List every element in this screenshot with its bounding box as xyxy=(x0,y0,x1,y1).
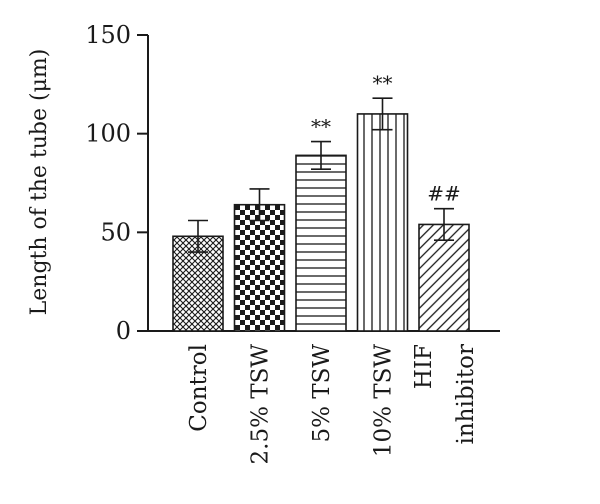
y-axis-title: Length of the tube (μm) xyxy=(27,49,52,316)
x-category-label: 10% TSW xyxy=(371,344,397,458)
y-tick-label: 0 xyxy=(116,317,131,345)
x-category-label: 5% TSW xyxy=(309,344,335,443)
bars: ** ** ## xyxy=(172,71,470,332)
x-category-label: inhibitor xyxy=(453,344,479,445)
y-tick-label: 150 xyxy=(85,21,131,49)
error-bar xyxy=(311,140,331,170)
significance-marker: ** xyxy=(311,115,331,139)
x-category-label: HIF xyxy=(411,344,437,389)
x-category-label: 2.5% TSW xyxy=(248,344,274,465)
bar xyxy=(233,203,286,332)
error-bar xyxy=(434,207,454,242)
x-axis-labels: Control 2.5% TSW 5% TSW 10% TSW HIF inhibitor xyxy=(186,344,479,465)
bar xyxy=(356,113,409,332)
x-category-label: Control xyxy=(186,344,212,432)
significance-marker: ## xyxy=(427,182,461,206)
error-bar xyxy=(188,219,208,253)
y-tick-label: 100 xyxy=(85,120,131,148)
y-tick-label: 50 xyxy=(100,218,131,246)
y-axis-ticks: 0 50 100 150 xyxy=(85,21,148,345)
bar xyxy=(295,154,347,332)
error-bar xyxy=(249,188,270,222)
significance-marker: ** xyxy=(373,71,393,95)
error-bar xyxy=(372,97,393,131)
